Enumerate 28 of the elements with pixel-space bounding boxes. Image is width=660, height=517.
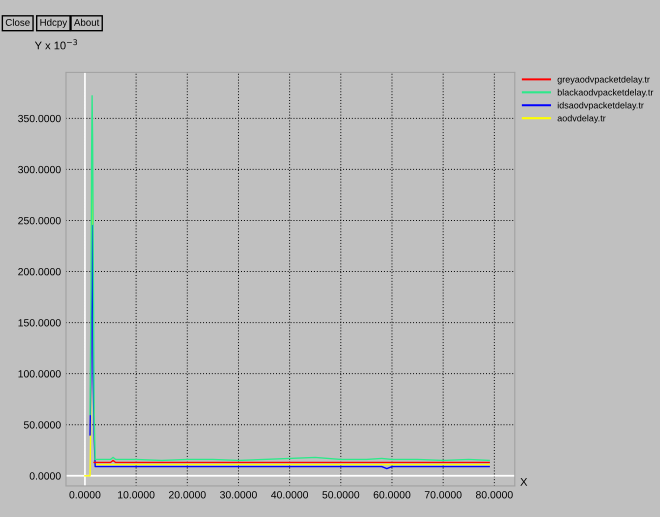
y-tick-label: 350.0000 — [18, 114, 61, 122]
x-tick-label: 30.0000 — [220, 491, 257, 498]
x-tick-label: 20.0000 — [168, 491, 206, 498]
y-axis-title: Y x 10$^{−3}$ — [34, 39, 78, 50]
line-series — [89, 95, 490, 462]
y-tick-label: 100.0000 — [18, 370, 61, 378]
text: Close — [6, 18, 30, 26]
y-tick-label: 150.0000 — [18, 319, 61, 326]
y-tick-label: 50.0000 — [24, 421, 61, 429]
x-tick-label: 50.0000 — [322, 491, 360, 498]
y-tick-label: 0.0000 — [30, 472, 61, 480]
x-tick-label: 0.0000 — [69, 491, 100, 498]
y-tick-label: 300.0000 — [18, 166, 61, 174]
text: About — [74, 18, 100, 26]
x-axis-title: X — [520, 478, 528, 486]
legend-label: greyaodvpacketdelay.tr — [558, 76, 650, 84]
legend-label: idsaodvpacketdelay.tr — [558, 102, 644, 110]
x-tick-label: 60.0000 — [374, 491, 410, 498]
legend-label: blackaodvpacketdelay.tr — [558, 88, 654, 98]
y-tick-label: 250.0000 — [18, 216, 61, 224]
x-tick-label: 80.0000 — [476, 491, 513, 498]
x-tick-label: 40.0000 — [271, 491, 308, 498]
y-tick-label: 200.0000 — [18, 268, 61, 276]
legend-label: aodvdelay.tr — [558, 114, 606, 124]
line-series — [89, 224, 490, 470]
text: Hdcpy — [40, 18, 68, 28]
x-tick-label: 70.0000 — [424, 491, 462, 498]
x-tick-label: 10.0000 — [118, 491, 155, 498]
